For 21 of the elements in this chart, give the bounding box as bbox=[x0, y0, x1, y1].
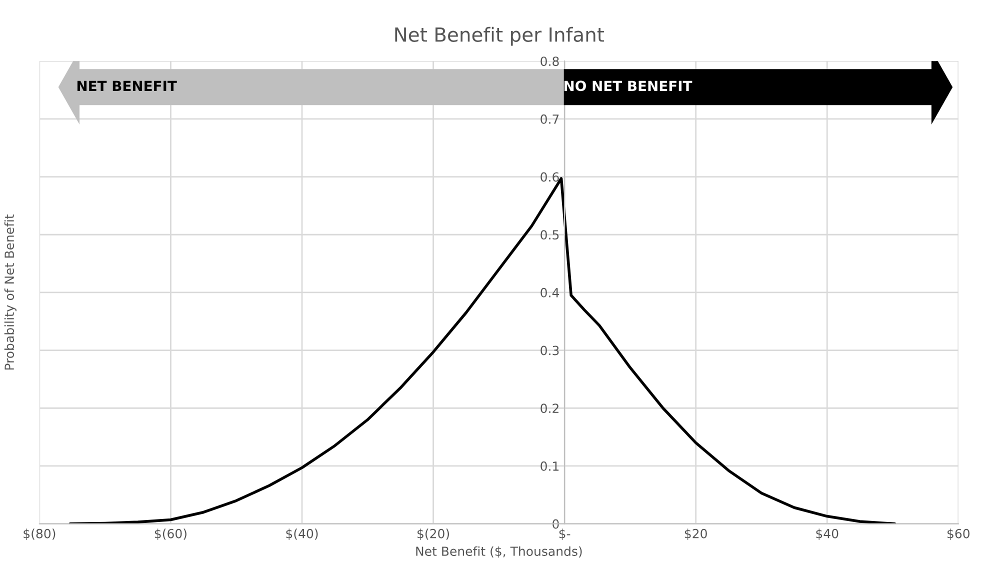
annotation: NET BENEFIT bbox=[77, 80, 177, 91]
y-tick-label: 0.3 bbox=[540, 346, 559, 356]
y-axis-title: Probability of Net Benefit bbox=[4, 214, 16, 370]
x-tick-label: $(40) bbox=[286, 528, 318, 540]
annotation: NO NET BENEFIT bbox=[564, 80, 692, 92]
x-tick-label: $20 bbox=[684, 528, 707, 540]
y-tick-label: 0.1 bbox=[540, 461, 559, 471]
x-tick-label: $40 bbox=[816, 528, 838, 540]
y-tick-label: 0.5 bbox=[540, 230, 559, 240]
chart-title: Net Benefit per Infant bbox=[395, 26, 604, 46]
y-tick-label: 0.2 bbox=[540, 404, 558, 414]
x-tick-label: $- bbox=[559, 528, 570, 540]
x-tick-label: $(80) bbox=[24, 528, 56, 540]
y-tick-label: 0.6 bbox=[540, 172, 559, 182]
x-axis-title: Net Benefit ($, Thousands) bbox=[416, 546, 582, 558]
x-tick-label: $60 bbox=[948, 528, 970, 540]
y-tick-label: 0.4 bbox=[540, 288, 559, 298]
x-tick-label: $(60) bbox=[154, 528, 186, 540]
y-tick-label: 0.7 bbox=[540, 114, 559, 124]
y-tick-label: 0.8 bbox=[540, 56, 559, 66]
x-tick-label: $(20) bbox=[418, 528, 450, 540]
